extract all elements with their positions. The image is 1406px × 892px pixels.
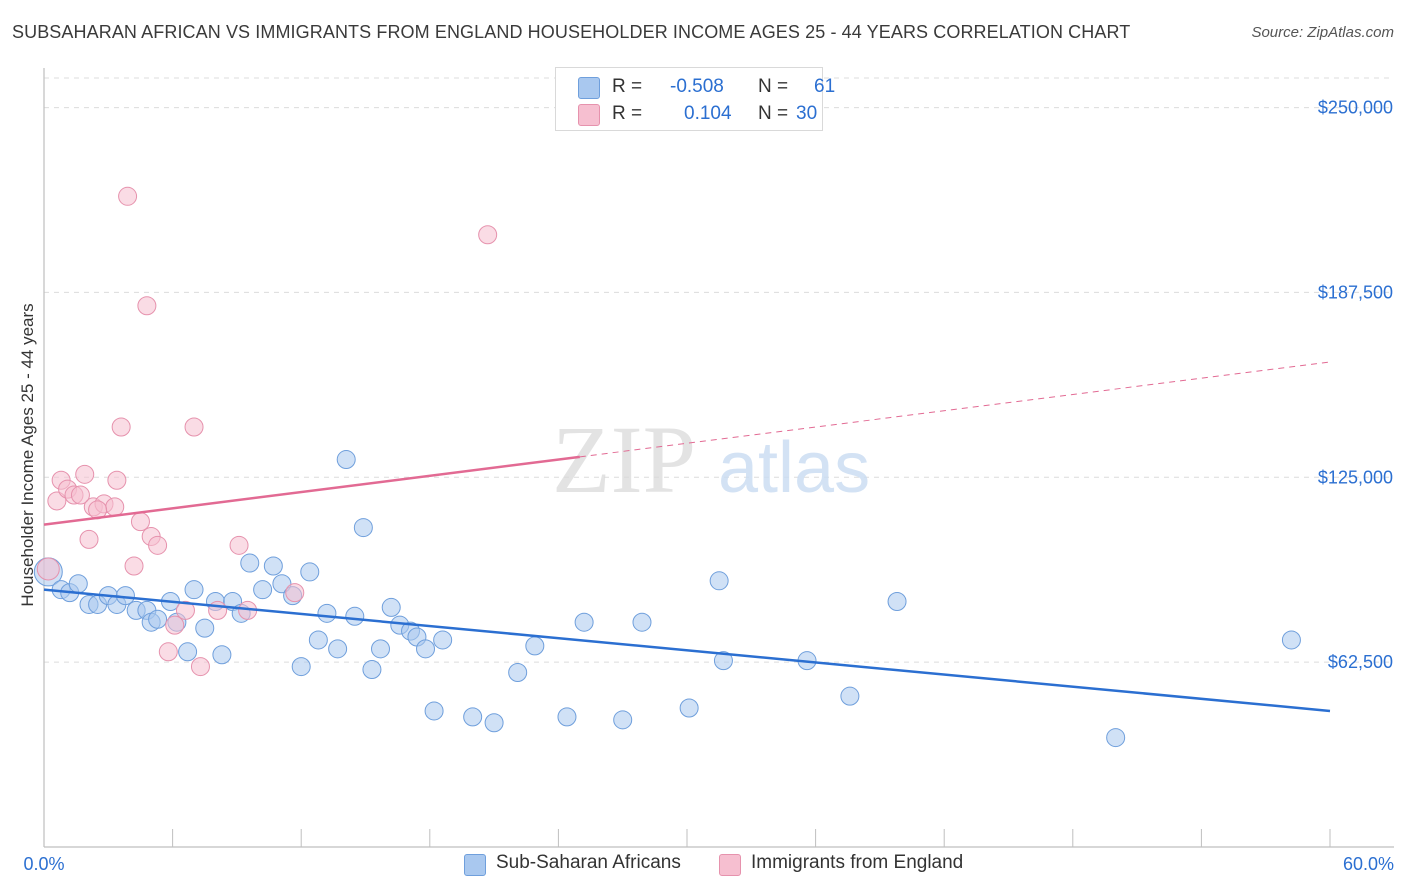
subsaharan-point xyxy=(508,662,528,682)
subsaharan-point xyxy=(887,592,907,612)
x-tick-label: 60.0% xyxy=(1343,854,1394,874)
y-tick-label: $250,000 xyxy=(1318,98,1393,118)
england-point xyxy=(285,583,305,603)
england-point xyxy=(111,417,131,437)
x-tick-label: 0.0% xyxy=(23,854,64,874)
y-tick-label: $62,500 xyxy=(1328,652,1393,672)
n-label: N = xyxy=(758,76,789,97)
subsaharan-point xyxy=(336,450,356,470)
england-point xyxy=(137,296,157,316)
subsaharan-point xyxy=(300,562,320,582)
subsaharan-point xyxy=(484,713,504,733)
subsaharan-point xyxy=(433,630,453,650)
england-point xyxy=(184,417,204,437)
r-value: -0.508 xyxy=(670,76,724,97)
subsaharan-point xyxy=(291,657,311,677)
england-point xyxy=(107,470,127,490)
england-point xyxy=(175,600,195,620)
subsaharan-point xyxy=(263,556,283,576)
england-point xyxy=(47,491,67,511)
subsaharan-point xyxy=(353,518,373,538)
subsaharan-point xyxy=(253,580,273,600)
subsaharan-point xyxy=(557,707,577,727)
subsaharan-point xyxy=(525,636,545,656)
subsaharan-point xyxy=(68,574,88,594)
subsaharan-point xyxy=(317,603,337,623)
subsaharan-point xyxy=(212,645,232,665)
england-point xyxy=(165,615,185,635)
y-tick-label: $125,000 xyxy=(1318,467,1393,487)
subsaharan-point xyxy=(240,553,260,573)
england-trend-line xyxy=(43,455,580,526)
subsaharan-point xyxy=(345,606,365,626)
subsaharan-swatch xyxy=(578,77,600,99)
england-point xyxy=(105,497,125,517)
subsaharan-point xyxy=(195,618,215,638)
n-label: N = xyxy=(758,103,789,124)
chart-title: SUBSAHARAN AFRICAN VS IMMIGRANTS FROM EN… xyxy=(12,22,1131,42)
subsaharan-point xyxy=(613,710,633,730)
england-point xyxy=(148,535,168,555)
england-point xyxy=(229,535,249,555)
england-point xyxy=(130,512,150,532)
subsaharan-legend-swatch xyxy=(464,854,486,876)
subsaharan-point xyxy=(148,609,168,629)
y-tick-label: $187,500 xyxy=(1318,282,1393,302)
subsaharan-point xyxy=(1106,728,1126,748)
england-point xyxy=(75,464,95,484)
subsaharan-point xyxy=(184,580,204,600)
subsaharan-point xyxy=(679,698,699,718)
england-swatch xyxy=(578,104,600,126)
england-trend-line-extension xyxy=(579,361,1331,458)
r-label: R = xyxy=(612,103,643,124)
england-point xyxy=(478,225,498,245)
subsaharan-point xyxy=(371,639,391,659)
subsaharan-point xyxy=(840,686,860,706)
n-value: 61 xyxy=(814,76,836,97)
england-legend-label: Immigrants from England xyxy=(751,852,964,873)
england-point xyxy=(190,657,210,677)
chart-source: Source: ZipAtlas.com xyxy=(1251,24,1394,41)
r-label: R = xyxy=(612,76,643,97)
watermark-zip: ZIP xyxy=(552,406,696,513)
subsaharan-point xyxy=(308,630,328,650)
subsaharan-point xyxy=(362,660,382,680)
subsaharan-point xyxy=(574,612,594,632)
subsaharan-point xyxy=(709,571,729,591)
subsaharan-point xyxy=(1281,630,1301,650)
england-point xyxy=(70,485,90,505)
england-point xyxy=(158,642,178,662)
england-point xyxy=(208,600,228,620)
england-point xyxy=(118,186,138,206)
subsaharan-point xyxy=(713,651,733,671)
subsaharan-point xyxy=(178,642,198,662)
subsaharan-point xyxy=(328,639,348,659)
subsaharan-legend-label: Sub-Saharan Africans xyxy=(496,852,681,873)
subsaharan-point xyxy=(424,701,444,721)
subsaharan-point xyxy=(632,612,652,632)
england-point xyxy=(79,529,99,549)
subsaharan-point xyxy=(381,597,401,617)
n-value: 30 xyxy=(796,103,818,124)
stats-legend: R = -0.508 N = 61 R = 0.104 N = 30 xyxy=(555,67,835,131)
england-point xyxy=(36,557,60,581)
watermark-atlas: atlas xyxy=(718,428,870,508)
r-value: 0.104 xyxy=(684,103,732,124)
england-point xyxy=(124,556,144,576)
england-legend-swatch xyxy=(719,854,741,876)
subsaharan-point xyxy=(416,639,436,659)
subsaharan-trend-line xyxy=(43,588,1331,713)
subsaharan-point xyxy=(463,707,483,727)
